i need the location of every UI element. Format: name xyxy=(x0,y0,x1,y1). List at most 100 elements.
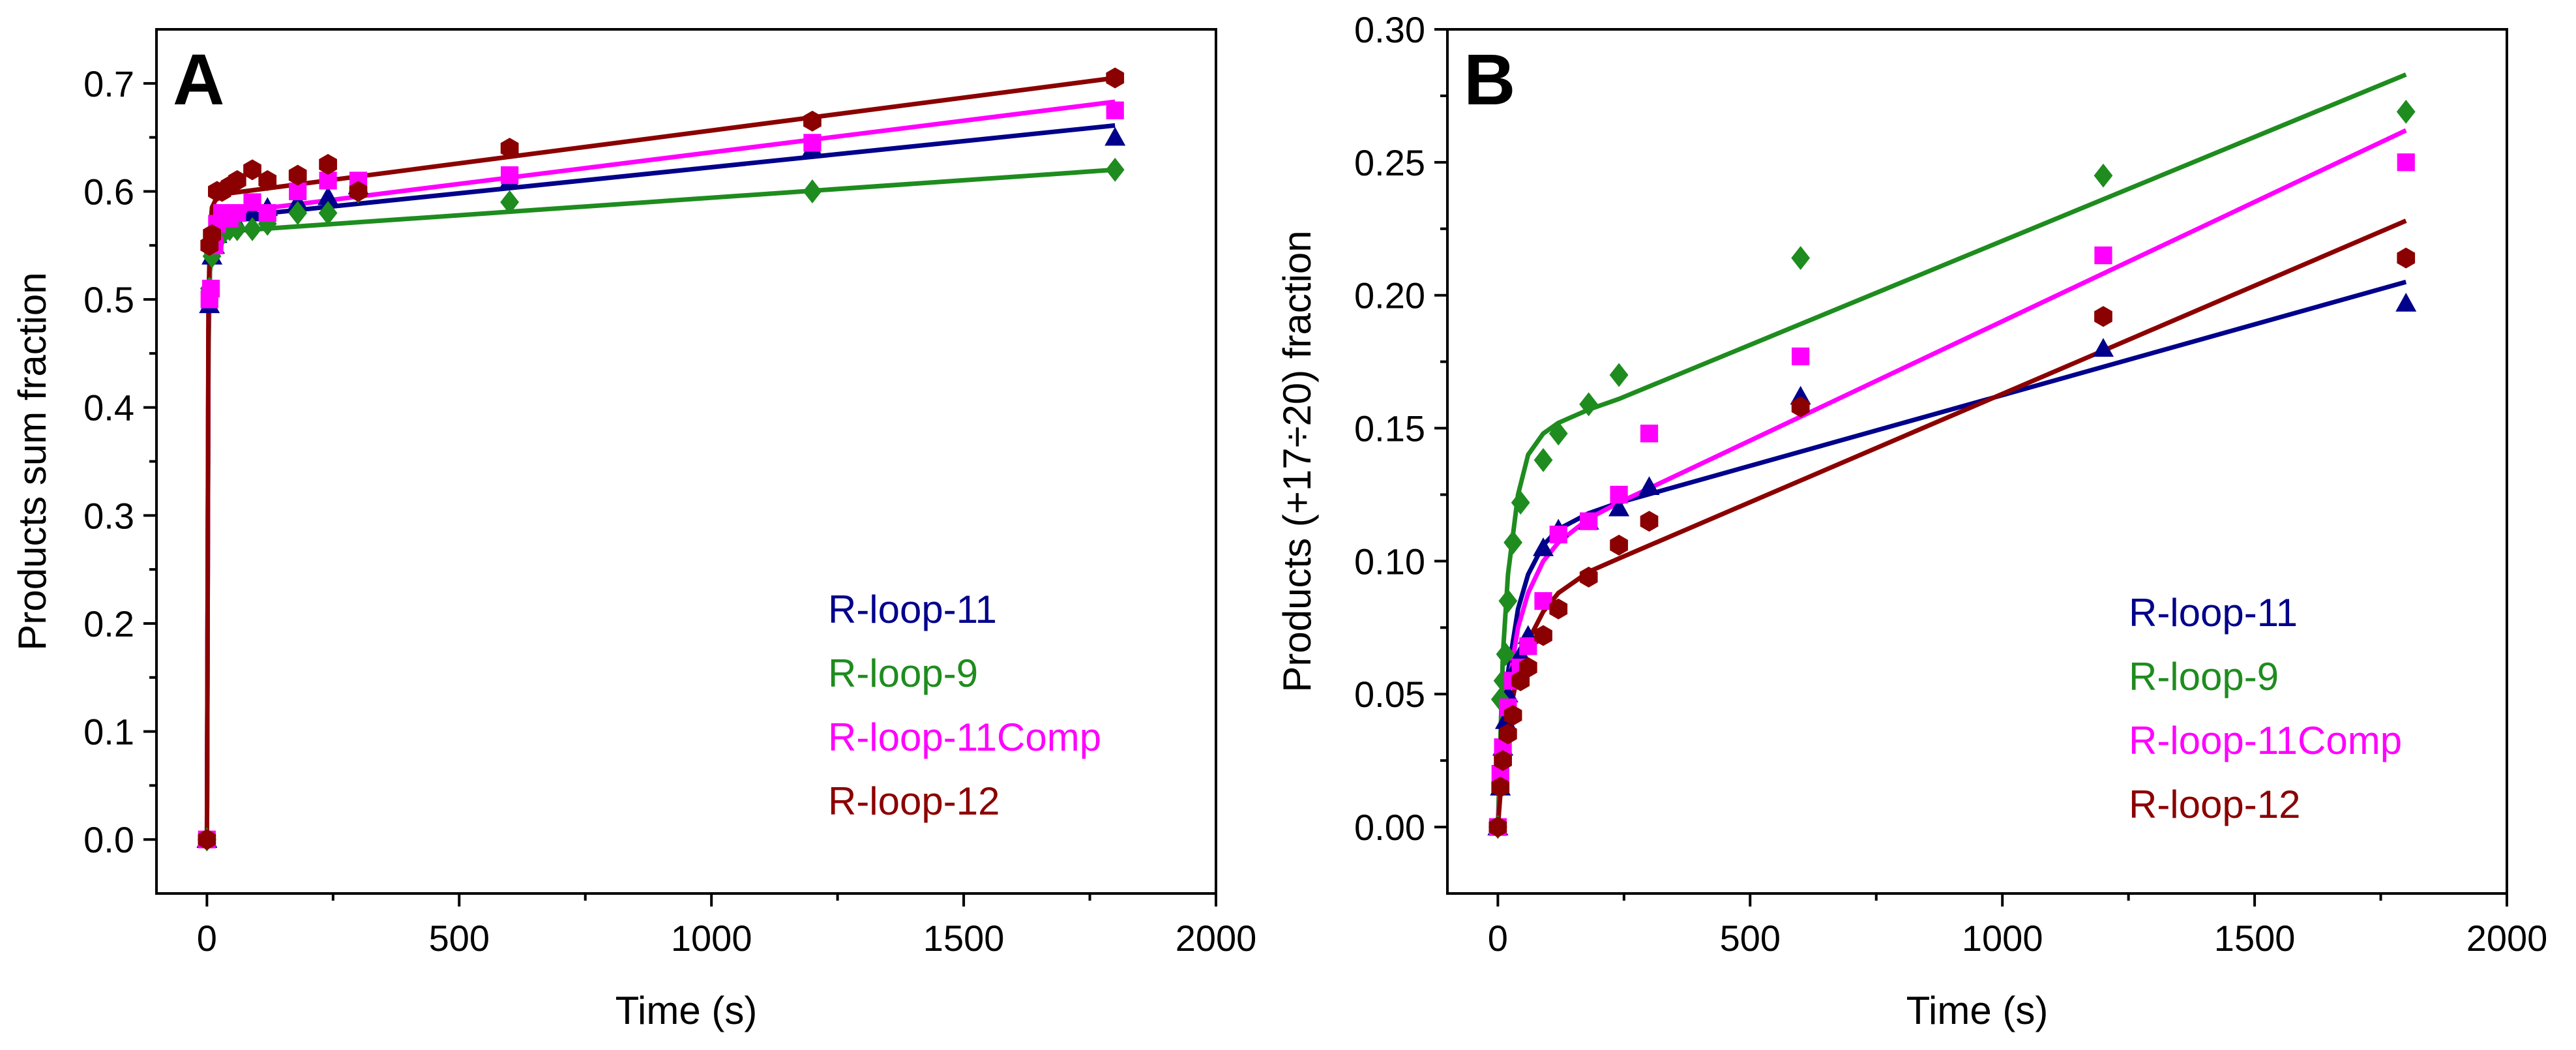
data-point xyxy=(501,166,519,185)
data-point xyxy=(243,159,261,181)
data-point xyxy=(1610,485,1628,504)
x-tick-label: 0 xyxy=(197,918,217,959)
data-point xyxy=(803,134,822,152)
data-point xyxy=(242,202,263,222)
data-point xyxy=(1580,512,1598,530)
data-point xyxy=(1104,127,1126,146)
y-tick-label: 0.1 xyxy=(83,712,134,753)
data-point xyxy=(2396,99,2416,124)
data-point xyxy=(1609,363,1629,387)
x-tick-label: 2000 xyxy=(2466,918,2548,959)
data-point xyxy=(228,170,246,191)
data-point xyxy=(318,186,339,205)
y-tick-label: 0.30 xyxy=(1354,9,1425,50)
data-point xyxy=(1491,776,1510,798)
data-point xyxy=(288,201,308,225)
plot-frame xyxy=(155,28,1217,895)
x-tick-label: 1500 xyxy=(2214,918,2296,959)
data-point xyxy=(1610,534,1628,556)
data-point xyxy=(1792,347,1810,366)
y-tick-label: 0.5 xyxy=(83,279,134,320)
data-point xyxy=(1534,625,1552,646)
data-point xyxy=(288,164,307,186)
y-tick-label: 0.10 xyxy=(1354,541,1425,582)
data-point xyxy=(1640,511,1659,532)
data-point xyxy=(228,203,246,222)
fit-line-r-loop-9 xyxy=(1495,72,2407,828)
x-tick-label: 0 xyxy=(1488,918,1508,959)
data-point xyxy=(1533,537,1554,556)
data-point xyxy=(2094,163,2113,188)
legend-entry: R-loop-11 xyxy=(828,588,997,631)
data-point xyxy=(1640,425,1659,443)
data-point xyxy=(1549,526,1567,544)
data-point xyxy=(1791,396,1810,417)
x-axis-title: Time (s) xyxy=(615,989,758,1032)
data-point xyxy=(258,170,277,191)
legend-entry: R-loop-12 xyxy=(828,779,999,823)
data-point xyxy=(318,201,338,225)
data-point xyxy=(203,224,221,245)
data-point xyxy=(201,279,220,298)
data-point xyxy=(1579,392,1599,417)
data-point xyxy=(1579,566,1598,588)
data-point xyxy=(198,829,216,850)
series-r-loop-12 xyxy=(1488,247,2416,838)
data-point xyxy=(1608,497,1630,517)
data-point xyxy=(1106,67,1125,89)
legend-entry: R-loop-12 xyxy=(2129,783,2300,826)
x-tick-label: 1000 xyxy=(671,918,752,959)
panel-letter: B xyxy=(1464,40,1515,120)
x-tick-label: 500 xyxy=(429,918,490,959)
y-tick-label: 0.2 xyxy=(83,603,134,644)
x-axis-title: Time (s) xyxy=(1906,989,2049,1032)
data-point xyxy=(2395,292,2417,312)
data-point xyxy=(1533,448,1553,472)
data-point xyxy=(803,179,822,203)
data-point xyxy=(2397,247,2416,269)
y-tick-label: 0.3 xyxy=(83,495,134,536)
data-point xyxy=(1519,637,1537,655)
legend-entry: R-loop-11Comp xyxy=(828,715,1101,759)
data-point xyxy=(2092,338,2114,357)
y-axis-title: Products sum fraction xyxy=(10,272,54,650)
y-tick-label: 0.20 xyxy=(1354,275,1425,316)
data-point xyxy=(349,181,368,202)
y-tick-label: 0.05 xyxy=(1354,674,1425,715)
y-tick-label: 0.0 xyxy=(83,819,134,860)
data-point xyxy=(1511,490,1530,515)
data-point xyxy=(1503,530,1522,555)
x-tick-label: 1000 xyxy=(1962,918,2043,959)
y-tick-label: 0.6 xyxy=(83,171,134,212)
data-point xyxy=(243,193,261,211)
data-point xyxy=(2397,153,2415,172)
y-tick-label: 0.4 xyxy=(83,387,134,428)
x-tick-label: 1500 xyxy=(923,918,1005,959)
panel-letter: A xyxy=(173,40,224,120)
data-point xyxy=(2094,306,2112,327)
data-point xyxy=(258,211,277,236)
data-point xyxy=(1105,157,1125,182)
data-point xyxy=(1534,592,1552,610)
y-tick-label: 0.00 xyxy=(1354,807,1425,848)
data-point xyxy=(500,190,520,215)
data-point xyxy=(500,138,519,159)
y-tick-label: 0.7 xyxy=(83,63,134,104)
data-point xyxy=(1498,589,1518,613)
data-point xyxy=(2094,246,2112,265)
data-point xyxy=(803,110,822,132)
data-point xyxy=(1549,598,1568,620)
data-point xyxy=(1791,246,1811,271)
data-point xyxy=(1106,101,1124,119)
y-axis-title: Products (+17÷20) fraction xyxy=(1275,230,1319,692)
series-r-loop-12 xyxy=(198,67,1125,850)
y-tick-label: 0.25 xyxy=(1354,142,1425,183)
data-point xyxy=(243,217,262,241)
data-point xyxy=(1548,421,1568,446)
x-tick-label: 500 xyxy=(1720,918,1781,959)
legend-entry: R-loop-9 xyxy=(2129,655,2279,698)
x-tick-label: 2000 xyxy=(1176,918,1257,959)
legend-entry: R-loop-11Comp xyxy=(2129,719,2402,762)
data-point xyxy=(319,154,337,175)
